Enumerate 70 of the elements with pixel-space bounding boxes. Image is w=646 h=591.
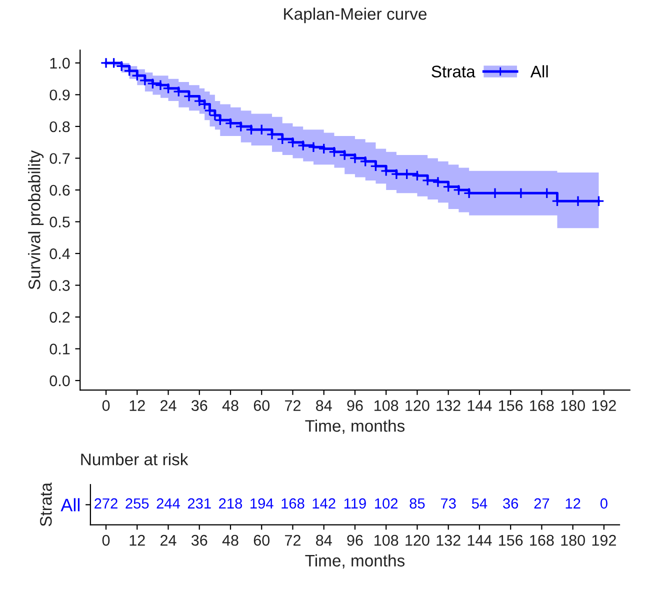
legend-label: All bbox=[530, 65, 548, 78]
x-tick-label: 108 bbox=[374, 400, 398, 412]
data-label: 54 bbox=[472, 498, 488, 509]
data-label: 12 bbox=[566, 498, 580, 508]
x-tick-label: 12 bbox=[130, 400, 145, 411]
x-tick-label: 96 bbox=[347, 534, 363, 546]
x-tick-label: 72 bbox=[285, 534, 300, 546]
x-tick-label: 168 bbox=[530, 534, 554, 546]
x-tick-label: 48 bbox=[222, 400, 238, 412]
y-tick-label: 1.0 bbox=[50, 58, 70, 69]
x-tick-label: 144 bbox=[468, 400, 492, 411]
data-label: 85 bbox=[410, 498, 425, 509]
y-tick-label: 0.6 bbox=[50, 184, 70, 196]
x-tick-label: 192 bbox=[592, 534, 616, 546]
y-tick-label: 0.5 bbox=[50, 216, 70, 228]
x-tick-label: 0 bbox=[102, 534, 110, 546]
data-label: 231 bbox=[188, 498, 211, 509]
data-label: 27 bbox=[534, 498, 550, 508]
x-tick-label: 96 bbox=[347, 400, 363, 412]
x-tick-label: 0 bbox=[102, 400, 110, 412]
x-tick-label: 84 bbox=[316, 400, 332, 412]
x-tick-label: 192 bbox=[592, 400, 616, 412]
y-tick-label: 0.3 bbox=[50, 280, 70, 291]
data-label: 102 bbox=[375, 498, 398, 509]
data-label: 244 bbox=[156, 498, 180, 508]
x-axis-title: Time, months bbox=[305, 420, 405, 434]
x-tick-label: 156 bbox=[498, 400, 523, 412]
y-tick-label: 0.2 bbox=[50, 312, 70, 323]
x-tick-label: 120 bbox=[406, 534, 430, 546]
x-tick-label: 24 bbox=[160, 400, 176, 411]
data-label: 194 bbox=[250, 498, 274, 509]
x-axis-title: Time, months bbox=[305, 554, 405, 569]
x-tick-label: 108 bbox=[374, 534, 398, 546]
data-label: 142 bbox=[312, 498, 336, 508]
data-label: 272 bbox=[94, 498, 118, 508]
x-tick-label: 24 bbox=[160, 534, 176, 546]
data-label: 168 bbox=[282, 498, 304, 509]
y-tick-label: 0.7 bbox=[50, 153, 70, 164]
data-label: 218 bbox=[219, 498, 242, 509]
y-tick-label: 0.4 bbox=[50, 248, 70, 260]
x-tick-label: 168 bbox=[530, 400, 554, 412]
x-tick-label: 36 bbox=[191, 534, 208, 546]
y-tick-label: 0.0 bbox=[50, 375, 70, 386]
x-tick-label: 132 bbox=[436, 534, 460, 546]
x-tick-label: 12 bbox=[130, 534, 145, 546]
data-label: 73 bbox=[440, 498, 456, 509]
x-tick-label: 180 bbox=[561, 534, 585, 546]
y-tick-label: 0.1 bbox=[50, 344, 70, 354]
legend-title: Strata bbox=[432, 66, 476, 78]
y-tick-label: 0.8 bbox=[50, 121, 70, 132]
x-tick-label: 144 bbox=[468, 535, 492, 546]
y-tick-label: 0.9 bbox=[50, 90, 70, 100]
x-tick-label: 48 bbox=[222, 534, 238, 546]
x-tick-label: 156 bbox=[499, 534, 523, 546]
x-tick-label: 36 bbox=[191, 400, 208, 412]
chart-title: Kaplan-Meier curve bbox=[284, 8, 426, 24]
x-tick-label: 180 bbox=[561, 400, 585, 412]
x-tick-label: 132 bbox=[436, 400, 460, 412]
x-tick-label: 60 bbox=[254, 534, 270, 546]
data-label: 119 bbox=[344, 498, 366, 509]
data-label: 255 bbox=[126, 498, 149, 509]
x-tick-label: 120 bbox=[406, 400, 430, 412]
x-tick-label: 84 bbox=[316, 534, 332, 546]
y-axis-title: Strata bbox=[40, 482, 52, 526]
chart-title: Number at risk bbox=[81, 453, 188, 466]
y-axis-title: Survival probability bbox=[28, 150, 44, 290]
data-label: 0 bbox=[600, 498, 608, 509]
data-label: 36 bbox=[503, 498, 518, 509]
x-tick-label: 72 bbox=[285, 400, 300, 411]
x-tick-label: 60 bbox=[254, 400, 270, 412]
